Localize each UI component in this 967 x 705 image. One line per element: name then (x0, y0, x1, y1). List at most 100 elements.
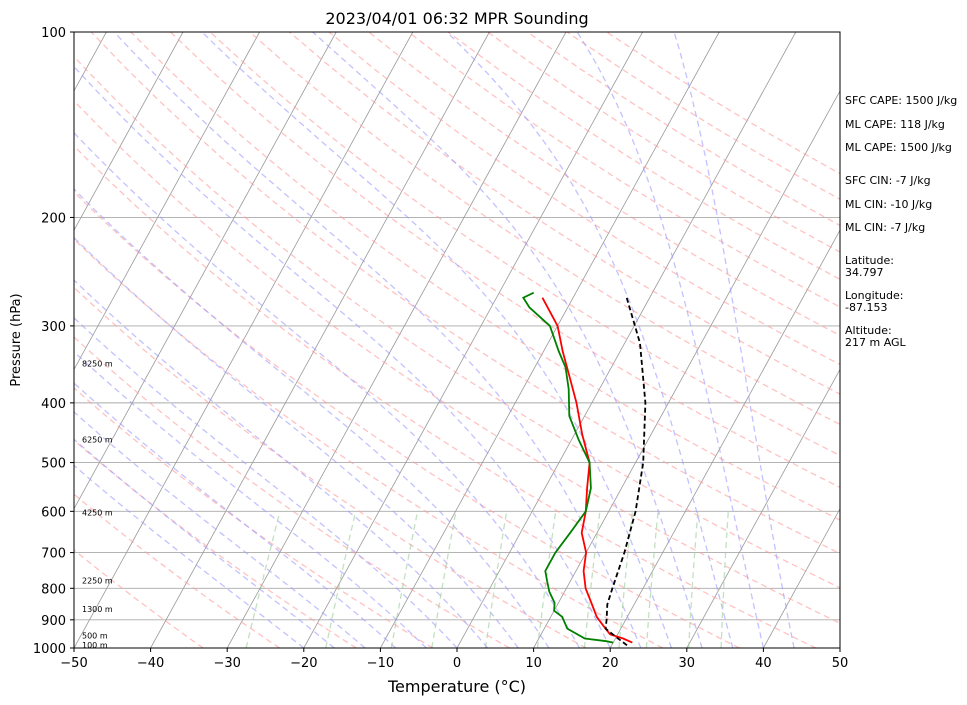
x-axis-title: Temperature (°C) (387, 677, 526, 696)
info-line: Altitude: (845, 324, 892, 337)
x-tick-label: −40 (137, 656, 164, 671)
moist-adiabat (74, 279, 489, 648)
mixing-ratio-line (245, 511, 281, 648)
y-tick-label: 100 (41, 26, 66, 41)
y-axis: 100 200 300 400 500 600 700 800 900 1000 (33, 26, 74, 657)
height-label: 6250 m (82, 436, 113, 445)
x-tick-label: −50 (60, 656, 87, 671)
isotherm (380, 32, 720, 648)
x-axis: −50 −40 −30 −20 −10 0 10 20 30 40 50 (60, 648, 848, 671)
info-line: SFC CIN: -7 J/kg (845, 174, 931, 187)
info-line: Longitude: (845, 289, 904, 302)
x-tick-label: −10 (367, 656, 394, 671)
height-label: 8250 m (82, 359, 113, 368)
y-tick-label: 1000 (33, 642, 66, 657)
series-layer (522, 291, 647, 647)
info-line: ML CIN: -10 J/kg (845, 198, 933, 211)
height-label: 100 m (82, 641, 108, 650)
info-line: ML CIN: -7 J/kg (845, 221, 926, 234)
x-tick-label: 30 (679, 656, 696, 671)
isotherm (609, 229, 840, 648)
mixing-ratio-line (390, 511, 419, 648)
dewpoint-profile (522, 291, 614, 644)
dry-adiabat (74, 99, 840, 624)
isotherm (74, 32, 184, 232)
info-line: Latitude: (845, 254, 894, 267)
moist-adiabat (113, 32, 642, 648)
dry-adiabat (170, 32, 840, 489)
isotherm (226, 32, 567, 648)
x-tick-label: 0 (453, 656, 461, 671)
x-tick-label: 10 (525, 656, 542, 671)
moist-adiabat (74, 351, 427, 648)
mixing-ratio-line (484, 511, 508, 648)
y-tick-label: 900 (41, 614, 66, 629)
y-tick-label: 800 (41, 582, 66, 597)
chart-title: 2023/04/01 06:32 MPR Sounding (325, 9, 588, 28)
isotherm (533, 90, 840, 648)
dry-adiabat (74, 387, 434, 648)
moist-adiabat (673, 32, 795, 648)
x-tick-label: 40 (755, 656, 772, 671)
x-tick-label: 50 (832, 656, 849, 671)
height-label: 2250 m (82, 576, 113, 585)
dry-adiabat (90, 32, 840, 555)
isotherm (150, 32, 490, 648)
dry-adiabat (288, 32, 840, 395)
dry-adiabat (130, 32, 840, 521)
mixing-ratio-line (325, 511, 357, 648)
mixing-ratio-line (583, 511, 601, 648)
moist-adiabat (74, 382, 397, 648)
moist-adiabat (74, 65, 611, 648)
moist-adiabat (446, 32, 734, 648)
moist-adiabat (74, 464, 305, 648)
dry-adiabat (328, 32, 840, 366)
dry-adiabat (74, 191, 740, 648)
x-tick-label: −30 (213, 656, 240, 671)
y-tick-label: 400 (41, 397, 66, 412)
info-line: 217 m AGL (845, 336, 906, 349)
isotherm (763, 507, 840, 648)
y-tick-label: 500 (41, 457, 66, 472)
dry-adiabat (408, 32, 840, 308)
info-line: -87.153 (845, 301, 888, 314)
y-tick-label: 600 (41, 505, 66, 520)
info-line: SFC CAPE: 1500 J/kg (845, 94, 958, 107)
dry-adiabat (74, 336, 510, 648)
isotherm (303, 32, 643, 648)
y-tick-label: 300 (41, 320, 66, 335)
mixing-ratio-line (618, 511, 634, 648)
dry-adiabat (74, 55, 840, 589)
isotherm (74, 32, 260, 371)
dry-adiabat (74, 238, 663, 648)
info-line: ML CAPE: 1500 J/kg (845, 141, 952, 154)
moist-adiabat (74, 188, 550, 648)
y-tick-label: 700 (41, 547, 66, 562)
x-tick-label: −20 (290, 656, 317, 671)
moist-adiabat (74, 316, 458, 648)
background-lines (74, 32, 840, 648)
y-tick-label: 200 (41, 211, 66, 226)
dry-adiabat (74, 144, 817, 648)
mixing-ratio-line (688, 511, 699, 648)
isotherm (686, 368, 840, 648)
height-label: 4250 m (82, 509, 113, 518)
mixing-ratio-line (431, 511, 457, 648)
parcel-profile (604, 297, 647, 647)
dry-adiabat (447, 32, 840, 281)
dry-adiabat (74, 286, 587, 648)
isotherm (74, 32, 337, 510)
info-line: 34.797 (845, 266, 884, 279)
info-line: ML CAPE: 118 J/kg (845, 118, 945, 131)
y-axis-title: Pressure (hPa) (9, 293, 24, 386)
moist-adiabat (576, 32, 765, 648)
dry-adiabat (74, 549, 204, 648)
x-tick-label: 20 (602, 656, 619, 671)
height-label: 1300 m (82, 605, 113, 614)
height-label: 500 m (82, 632, 108, 641)
temperature-profile (541, 297, 633, 644)
moist-adiabat (201, 32, 673, 648)
moist-adiabat (74, 236, 519, 648)
